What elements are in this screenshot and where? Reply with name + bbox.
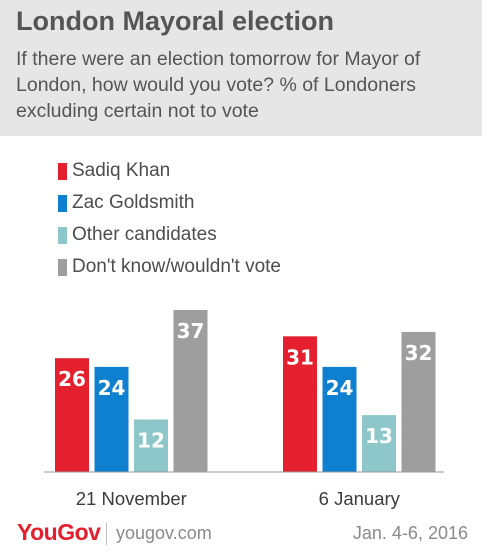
legend-swatch bbox=[58, 195, 67, 212]
category-labels: 21 November 6 January bbox=[76, 488, 401, 509]
legend-swatch bbox=[58, 259, 67, 276]
bar-group: 26 24 12 37 31 24 13 32 bbox=[55, 310, 436, 472]
bar-value-label: 24 bbox=[326, 376, 354, 400]
footer-url: yougov.com bbox=[116, 523, 212, 543]
bar-other-candidates-6-january bbox=[362, 415, 396, 472]
footer-date: Jan. 4-6, 2016 bbox=[352, 523, 468, 543]
bar-value-label: 32 bbox=[405, 341, 433, 365]
category-label: 6 January bbox=[319, 488, 401, 509]
bar-zac-goldsmith-6-january bbox=[322, 366, 357, 472]
yougov-logo: YouGov bbox=[17, 519, 101, 545]
bar-sadiq-khan-21-november bbox=[55, 358, 89, 472]
legend-label: Other candidates bbox=[72, 224, 217, 245]
category-label: 21 November bbox=[76, 488, 187, 509]
chart-subtitle: If there were an election tomorrow for M… bbox=[16, 48, 421, 122]
footer: YouGov yougov.com Jan. 4-6, 2016 bbox=[0, 515, 482, 552]
legend-swatch bbox=[58, 227, 67, 244]
bar-value-label: 37 bbox=[177, 319, 205, 343]
bar-don-t-know-wouldn-t-vote-21-november bbox=[173, 310, 208, 472]
bar-other-candidates-21-november bbox=[134, 419, 168, 472]
footer-divider bbox=[106, 523, 107, 545]
legend-label: Sadiq Khan bbox=[72, 160, 171, 181]
bar-sadiq-khan-6-january bbox=[283, 336, 317, 472]
legend-label: Zac Goldsmith bbox=[72, 192, 195, 213]
legend-label: Don't know/wouldn't vote bbox=[72, 256, 281, 277]
legend-swatch bbox=[58, 163, 67, 180]
bar-value-label: 31 bbox=[286, 345, 314, 369]
bar-value-label: 26 bbox=[58, 367, 86, 391]
bar-value-label: 13 bbox=[365, 424, 393, 448]
bar-zac-goldsmith-21-november bbox=[94, 366, 129, 472]
chart-title: London Mayoral election bbox=[16, 6, 335, 36]
chart-header: London Mayoral election If there were an… bbox=[0, 0, 482, 136]
bar-value-label: 12 bbox=[137, 429, 165, 453]
bar-don-t-know-wouldn-t-vote-6-january bbox=[401, 331, 436, 472]
bar-value-label: 24 bbox=[98, 376, 126, 400]
bar-chart: 26 24 12 37 31 24 13 32 21 November 6 January bbox=[44, 310, 444, 509]
